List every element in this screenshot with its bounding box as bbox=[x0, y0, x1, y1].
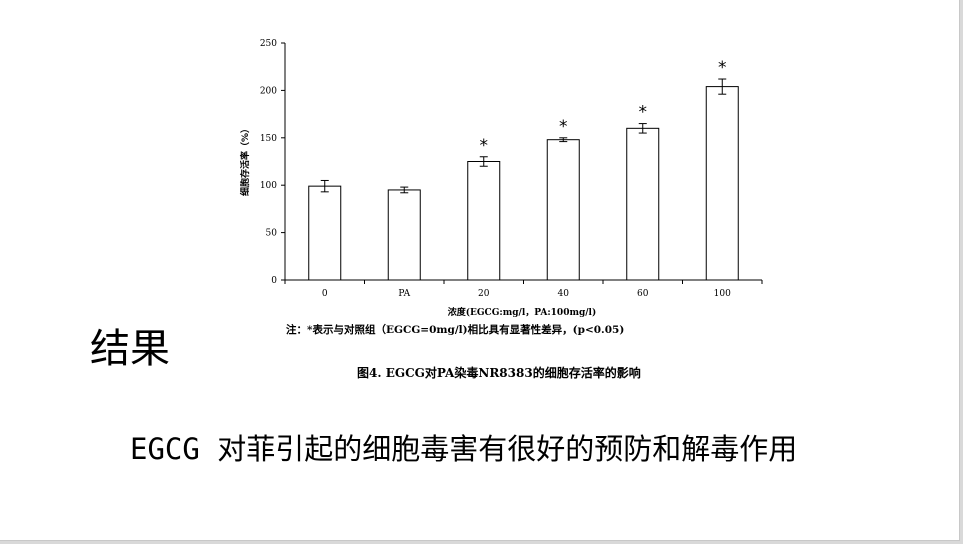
x-tick-label: 20 bbox=[478, 289, 490, 299]
y-axis-label: 细胞存活率（%） bbox=[239, 124, 251, 196]
x-axis: 0 PA 20 40 60 100 bbox=[284, 279, 763, 299]
y-tick-label: 150 bbox=[260, 134, 277, 144]
figure-note: 注：*表示与对照组（EGCG=0mg/l)相比具有显著性差异，(p<0.05) bbox=[286, 324, 625, 336]
x-tick-label: 60 bbox=[637, 289, 649, 299]
y-tick-label: 250 bbox=[260, 39, 277, 49]
bar bbox=[705, 86, 739, 281]
significance-marker: * bbox=[718, 58, 727, 78]
bar bbox=[467, 161, 501, 281]
section-title: 结果 bbox=[90, 326, 170, 372]
bar bbox=[546, 139, 580, 281]
significance-marker: * bbox=[480, 136, 489, 156]
y-tick-label: 200 bbox=[260, 86, 277, 96]
conclusion-text: EGCG 对菲引起的细胞毒害有很好的预防和解毒作用 bbox=[130, 432, 798, 466]
y-tick-label: 100 bbox=[260, 181, 277, 191]
bar bbox=[308, 185, 342, 281]
x-tick-label: 40 bbox=[558, 289, 570, 299]
y-axis: 0 50 100 150 200 250 bbox=[260, 39, 286, 286]
x-axis-label: 浓度(EGCG:mg/l，PA:100mg/l) bbox=[448, 306, 596, 318]
x-tick-label: 0 bbox=[322, 289, 328, 299]
x-tick-label: 100 bbox=[714, 289, 731, 299]
bar-chart: 细胞存活率（%） 浓度(EGCG:mg/l，PA:100mg/l) 0 50 100… bbox=[239, 39, 763, 318]
y-tick-label: 0 bbox=[271, 276, 277, 286]
y-tick-label: 50 bbox=[266, 229, 278, 239]
bar-series: * * * * bbox=[308, 58, 739, 281]
bar bbox=[626, 127, 660, 281]
bar bbox=[387, 189, 421, 281]
figure-caption: 图4. EGCG对PA染毒NR8383的细胞存活率的影响 bbox=[357, 366, 641, 380]
significance-marker: * bbox=[559, 117, 568, 137]
x-tick-label: PA bbox=[398, 289, 410, 299]
significance-marker: * bbox=[639, 103, 648, 123]
